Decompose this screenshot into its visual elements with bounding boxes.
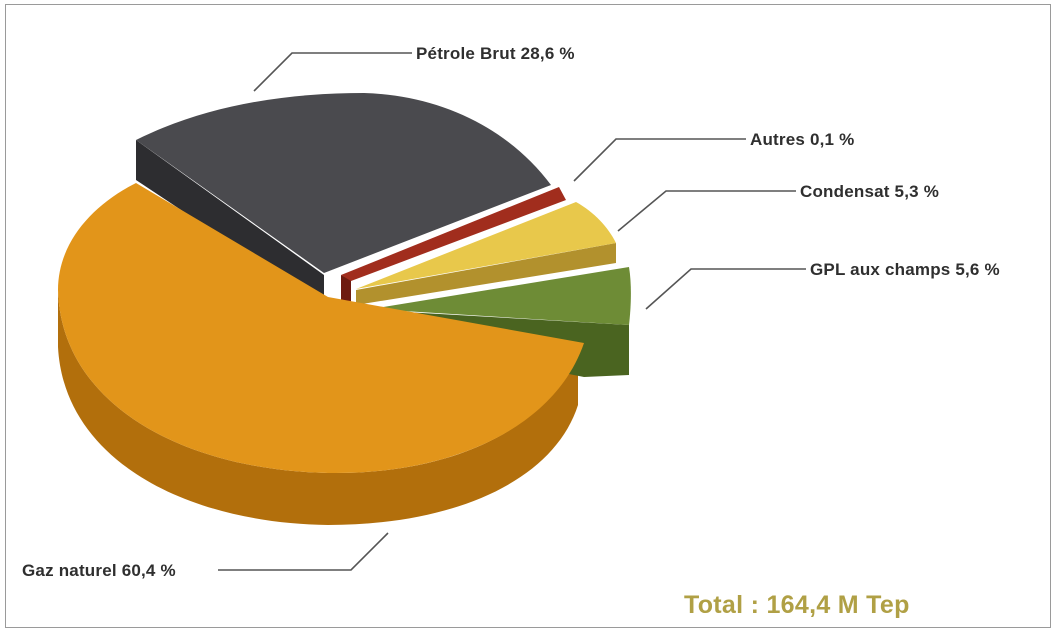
total-label: Total : 164,4 M Tep [684,591,910,619]
leader-line-gpl [645,268,806,310]
condensat-slice [356,202,616,289]
gaz-naturel-side [58,290,578,525]
autres-slice [341,187,566,281]
autres-side [341,275,351,305]
leader-line-gaz-naturel [218,532,389,571]
pie-chart-canvas: Pétrole Brut 28,6 % Autres 0,1 % Condens… [22,44,1000,619]
label-gaz-naturel: Gaz naturel 60,4 % [22,561,176,580]
chart-frame: Pétrole Brut 28,6 % Autres 0,1 % Condens… [5,4,1051,628]
leader-line-petrole-brut [253,52,412,92]
leader-line-condensat [617,190,796,232]
label-condensat: Condensat 5,3 % [800,182,939,201]
petrole-brut-slice [136,93,551,273]
gaz-naturel-slice [58,183,584,474]
gpl-slice [371,267,631,325]
label-petrole-brut: Pétrole Brut 28,6 % [416,44,575,63]
petrole-brut-side [136,140,324,305]
label-autres: Autres 0,1 % [750,130,854,149]
label-gpl: GPL aux champs 5,6 % [810,260,1000,279]
leader-line-autres [573,138,746,182]
condensat-side [356,243,616,305]
